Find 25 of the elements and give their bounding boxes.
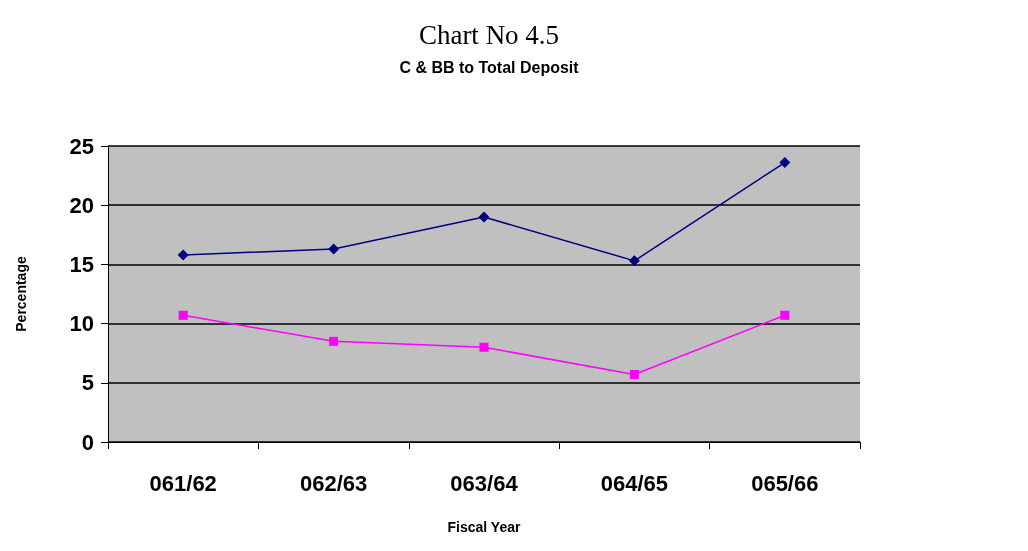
x-tick-label: 062/63 <box>299 470 368 496</box>
x-tick-label: 061/62 <box>149 470 217 496</box>
x-axis-title: Fiscal Year <box>447 519 521 535</box>
point <box>478 211 490 223</box>
point <box>780 310 790 320</box>
point <box>328 243 340 255</box>
point <box>479 342 489 352</box>
y-tick-label: 25 <box>69 133 94 159</box>
y-tick-label: 20 <box>69 192 94 218</box>
point <box>629 370 639 380</box>
x-tick-label: 064/65 <box>600 470 669 496</box>
point <box>177 249 189 261</box>
y-tick-label: 5 <box>81 370 94 396</box>
chart-title: Chart No 4.5 <box>418 19 560 50</box>
point <box>779 157 791 169</box>
y-tick-label: 10 <box>69 311 94 337</box>
x-tick-label: 065/66 <box>751 470 819 496</box>
y-tick-label: 15 <box>69 251 94 277</box>
point <box>178 310 188 320</box>
y-tick-label: 0 <box>81 429 94 455</box>
point <box>329 336 339 346</box>
y-axis-title: Percentage <box>13 256 29 332</box>
x-tick-label: 063/64 <box>450 470 519 496</box>
point <box>628 255 640 267</box>
chart-subtitle: C & BB to Total Deposit <box>399 58 580 76</box>
